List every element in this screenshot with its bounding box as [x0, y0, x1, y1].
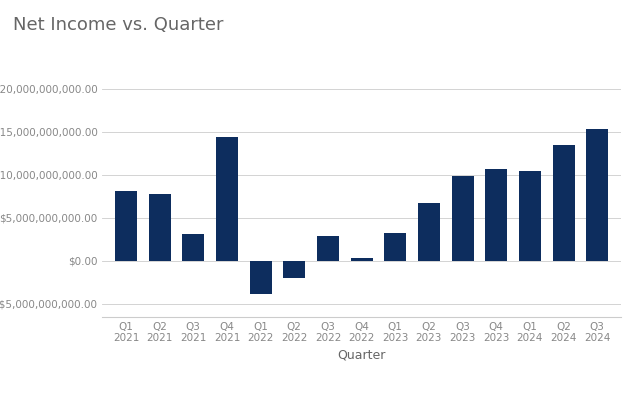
Bar — [148, 194, 171, 261]
Bar — [182, 234, 204, 261]
Bar — [317, 236, 339, 261]
Bar — [216, 137, 238, 261]
Bar — [586, 129, 608, 261]
Bar — [552, 145, 575, 261]
Text: Net Income vs. Quarter: Net Income vs. Quarter — [13, 16, 223, 34]
Bar — [284, 261, 305, 278]
Bar — [250, 261, 271, 294]
Bar — [519, 171, 541, 261]
Bar — [351, 259, 372, 261]
X-axis label: Quarter: Quarter — [337, 349, 386, 362]
Bar — [452, 176, 474, 261]
Bar — [485, 169, 507, 261]
Bar — [115, 191, 137, 261]
Bar — [385, 234, 406, 261]
Bar — [418, 203, 440, 261]
